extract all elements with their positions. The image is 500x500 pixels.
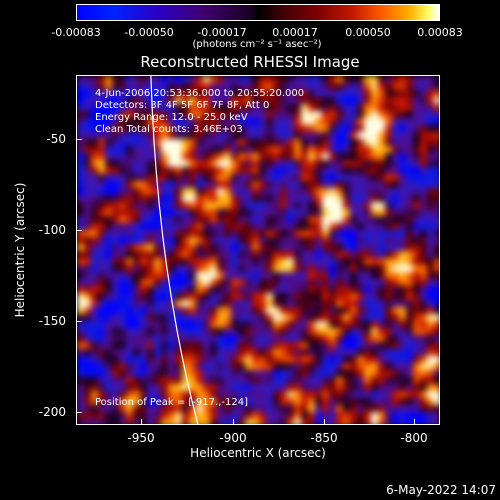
solar-limb	[150, 76, 199, 424]
annotation-detectors: Detectors: 3F 4F 5F 6F 7F 8F, Att 0	[95, 100, 270, 111]
x-tick-label: -900	[219, 431, 247, 445]
x-tick-mark	[324, 419, 325, 425]
plot-title: Reconstructed RHESSI Image	[140, 53, 360, 71]
y-tick-label: -150	[38, 314, 66, 328]
y-tick-mark	[76, 139, 82, 140]
colorbar-tick-label: -0.00017	[197, 26, 247, 39]
x-tick-label: -850	[310, 431, 338, 445]
colorbar-units: (photons cm⁻² s⁻¹ asec⁻²)	[192, 39, 322, 50]
y-tick-mark	[76, 412, 82, 413]
colorbar-tick-label: 0.00050	[345, 26, 391, 39]
y-tick-mark	[76, 321, 82, 322]
colorbar-tick-label: -0.00050	[124, 26, 174, 39]
x-tick-mark	[141, 419, 142, 425]
colorbar-tick-label: -0.00083	[51, 26, 101, 39]
colorbar-tick-label: 0.00083	[417, 26, 463, 39]
rhessi-heatmap	[77, 76, 439, 424]
y-tick-label: -200	[38, 405, 66, 419]
x-axis-label: Heliocentric X (arcsec)	[190, 446, 326, 460]
y-axis-label: Heliocentric Y (arcsec)	[13, 182, 27, 318]
annotation-peak-position: Position of Peak = [-917.,-124]	[95, 397, 248, 408]
x-tick-label: -800	[400, 431, 428, 445]
footer-date: 6-May-2022 14:07	[386, 483, 496, 497]
solar-limb-line	[150, 76, 199, 424]
annotation-clean-counts: Clean Total counts: 3.46E+03	[95, 124, 243, 135]
image-plot-area: 4-Jun-2006 20:53:36.000 to 20:55:20.000 …	[76, 75, 440, 425]
colorbar	[76, 4, 440, 21]
annotation-time-range: 4-Jun-2006 20:53:36.000 to 20:55:20.000	[95, 88, 305, 99]
y-tick-label: -100	[38, 223, 66, 237]
y-tick-mark	[76, 230, 82, 231]
x-tick-mark	[414, 419, 415, 425]
y-tick-label: -50	[46, 132, 66, 146]
colorbar-tick-label: 0.00017	[272, 26, 318, 39]
x-tick-label: -950	[127, 431, 155, 445]
x-tick-mark	[233, 419, 234, 425]
annotation-energy-range: Energy Range: 12.0 - 25.0 keV	[95, 112, 248, 123]
